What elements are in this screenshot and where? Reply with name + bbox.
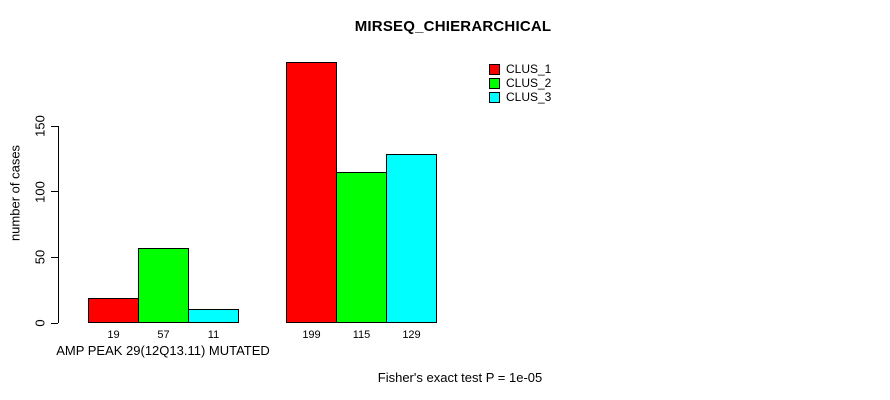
fisher-test-note: Fisher's exact test P = 1e-05 [377, 370, 543, 385]
chart-title: MIRSEQ_CHIERARCHICAL [354, 18, 552, 35]
y-tick-label: 50 [32, 250, 48, 265]
y-tick-label: 100 [32, 180, 48, 203]
y-tick-label: 0 [32, 319, 48, 327]
bar-value-label: 115 [352, 329, 371, 341]
y-axis [58, 126, 59, 323]
bar-value-label: 199 [302, 329, 321, 341]
bar-clus_3 [386, 154, 437, 323]
legend-label: CLUS_1 [506, 62, 552, 76]
legend-swatch-clus_2 [489, 78, 500, 89]
bar-clus_1 [88, 298, 139, 323]
legend-label: CLUS_2 [506, 76, 552, 90]
y-tick-mark [51, 322, 58, 324]
legend-swatch-clus_3 [489, 92, 500, 103]
bar-clus_2 [138, 248, 189, 323]
legend-row: CLUS_2 [489, 76, 552, 90]
legend: CLUS_1 CLUS_2 CLUS_3 [489, 62, 552, 106]
y-tick-mark [51, 125, 58, 127]
x-axis-group-label: AMP PEAK 29(12Q13.11) MUTATED [56, 343, 270, 358]
bar-value-label: 11 [207, 329, 220, 341]
y-tick-mark [51, 256, 58, 258]
y-axis-label: number of cases [7, 144, 23, 242]
legend-row: CLUS_1 [489, 62, 552, 76]
legend-swatch-clus_1 [489, 64, 500, 75]
bar-value-label: 19 [107, 329, 120, 341]
y-tick-label: 150 [32, 115, 48, 137]
legend-label: CLUS_3 [506, 90, 552, 104]
bar-value-label: 129 [402, 329, 421, 341]
bar-clus_1 [286, 62, 337, 323]
y-tick-mark [51, 191, 58, 193]
bar-clus_3 [188, 309, 239, 323]
bar-clus_2 [336, 172, 387, 323]
legend-row: CLUS_3 [489, 90, 552, 104]
bar-value-label: 57 [157, 329, 170, 341]
